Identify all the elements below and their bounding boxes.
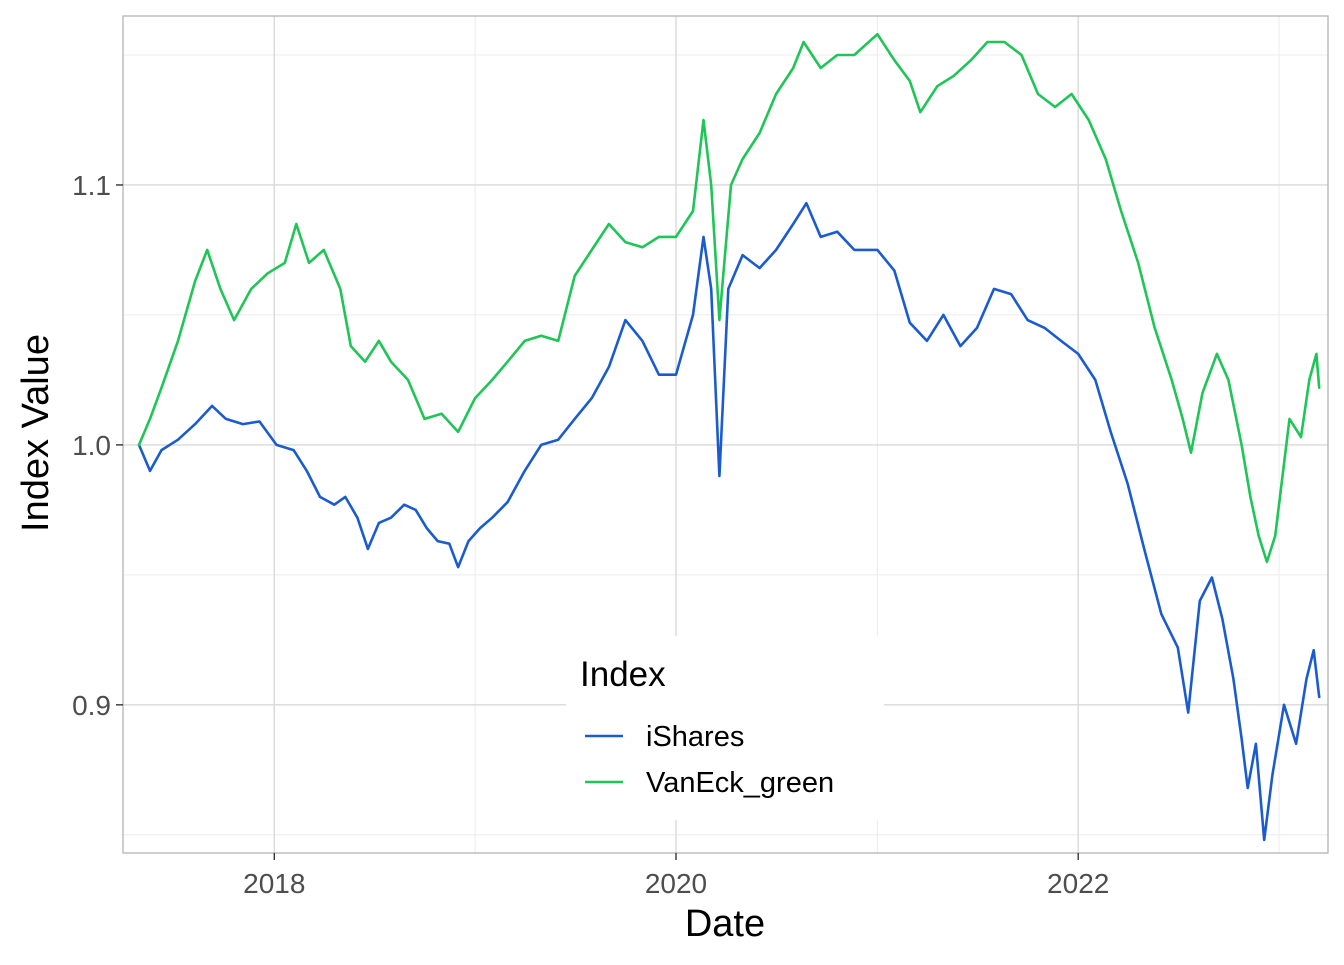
legend-items: iShares VanEck_green [585,721,834,799]
series-layer [137,32,1321,842]
legend-title: Index [580,655,666,694]
y-tick-label: 1.0 [72,430,111,461]
x-axis-ticks: 2018 2020 2022 [243,853,1109,899]
legend-background [566,636,884,820]
y-axis-ticks: 0.9 1.0 1.1 [72,170,123,721]
x-tick-label: 2020 [645,868,707,899]
series-line-vaneck-green [137,32,1321,564]
x-tick-label: 2018 [243,868,305,899]
x-axis-title: Date [685,903,765,945]
plot-panel-border [122,15,1329,854]
series-line-ishares [137,201,1321,842]
x-tick-label: 2022 [1047,868,1109,899]
legend: Index iShares VanEck_green [566,636,884,820]
y-tick-label: 0.9 [72,690,111,721]
y-axis-title: Index Value [15,334,57,532]
y-tick-label: 1.1 [72,170,111,201]
legend-label: VanEck_green [646,767,834,799]
grid-minor [123,16,1328,853]
legend-label: iShares [646,721,744,753]
